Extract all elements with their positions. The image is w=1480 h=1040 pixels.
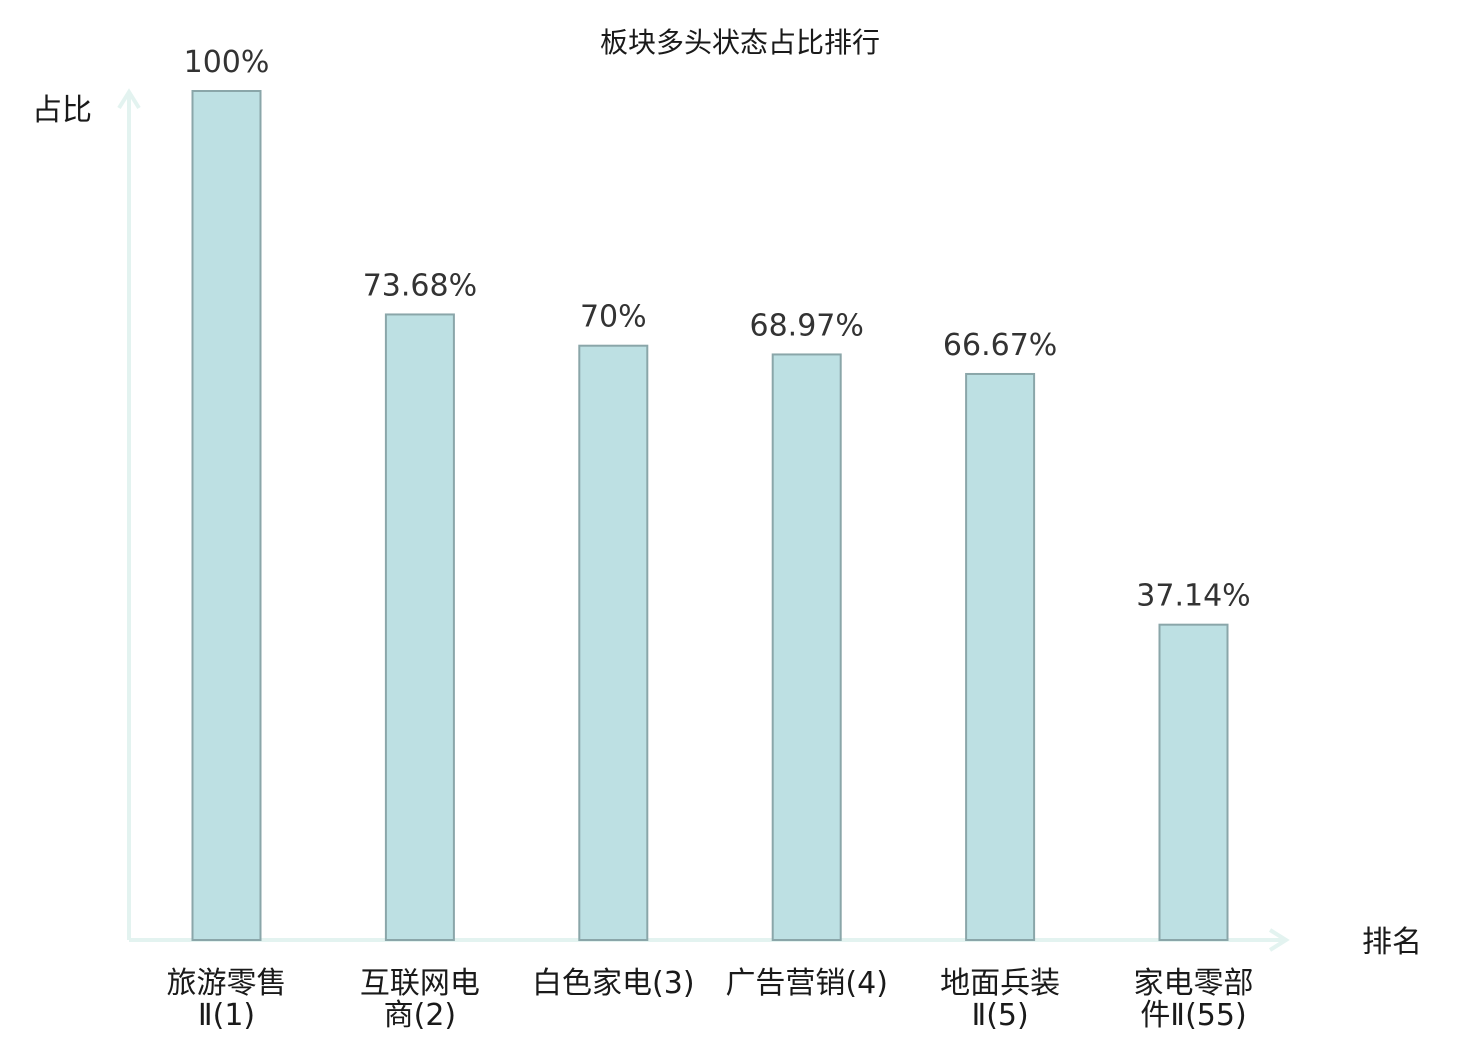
bar — [1158, 623, 1229, 941]
category-label-line: 地面兵装 — [940, 966, 1060, 1001]
category-label-line: 家电零部 — [1134, 966, 1254, 1001]
category-label-line: 白色家电(3) — [532, 966, 695, 1001]
category-label-line: 广告营销(4) — [725, 966, 888, 1001]
category-label: 互联网电商(2) — [360, 966, 480, 1033]
value-labels: 100% 73.68% 70% 68.97% 66.67% 37.14% — [184, 45, 1251, 614]
bar — [191, 90, 262, 941]
category-label: 白色家电(3) — [532, 966, 695, 1001]
bar-value-label: 66.67% — [943, 328, 1057, 363]
category-label: 广告营销(4) — [725, 966, 888, 1001]
x-axis-label: 排名 — [1362, 925, 1422, 960]
x-axis-arrow-icon — [1268, 928, 1290, 952]
bar — [965, 372, 1036, 942]
bar-value-label: 100% — [184, 45, 270, 80]
bar — [771, 353, 842, 941]
y-axis-arrow-icon — [117, 88, 141, 110]
category-label-line: Ⅱ(1) — [198, 998, 255, 1033]
category-label-line: Ⅱ(5) — [971, 998, 1028, 1033]
x-axis — [129, 928, 1290, 952]
category-labels: 旅游零售 Ⅱ(1) 互联网电商(2) 白色家电(3) 广告营销(4) 地面兵装 Ⅱ(5) 家电… — [167, 966, 1254, 1033]
bar — [578, 344, 649, 941]
bar-value-label: 73.68% — [363, 268, 477, 303]
bar-value-label: 68.97% — [750, 308, 864, 343]
category-label: 旅游零售 Ⅱ(1) — [167, 966, 287, 1033]
category-label: 地面兵装 Ⅱ(5) — [940, 966, 1060, 1033]
category-label-line: 商(2) — [384, 998, 457, 1033]
category-label-line: 旅游零售 — [167, 966, 287, 1001]
category-label: 家电零部件Ⅱ(55) — [1134, 966, 1254, 1033]
bar-value-label: 37.14% — [1136, 579, 1250, 614]
bar-value-label: 70% — [580, 300, 647, 335]
y-axis — [117, 88, 141, 940]
y-axis-label: 占比 — [32, 93, 92, 128]
category-label-line: 互联网电 — [360, 966, 480, 1001]
bars — [191, 90, 1229, 942]
chart-title: 板块多头状态占比排行 — [600, 26, 880, 59]
category-label-line: 件Ⅱ(55) — [1140, 998, 1246, 1033]
bar — [384, 313, 455, 941]
